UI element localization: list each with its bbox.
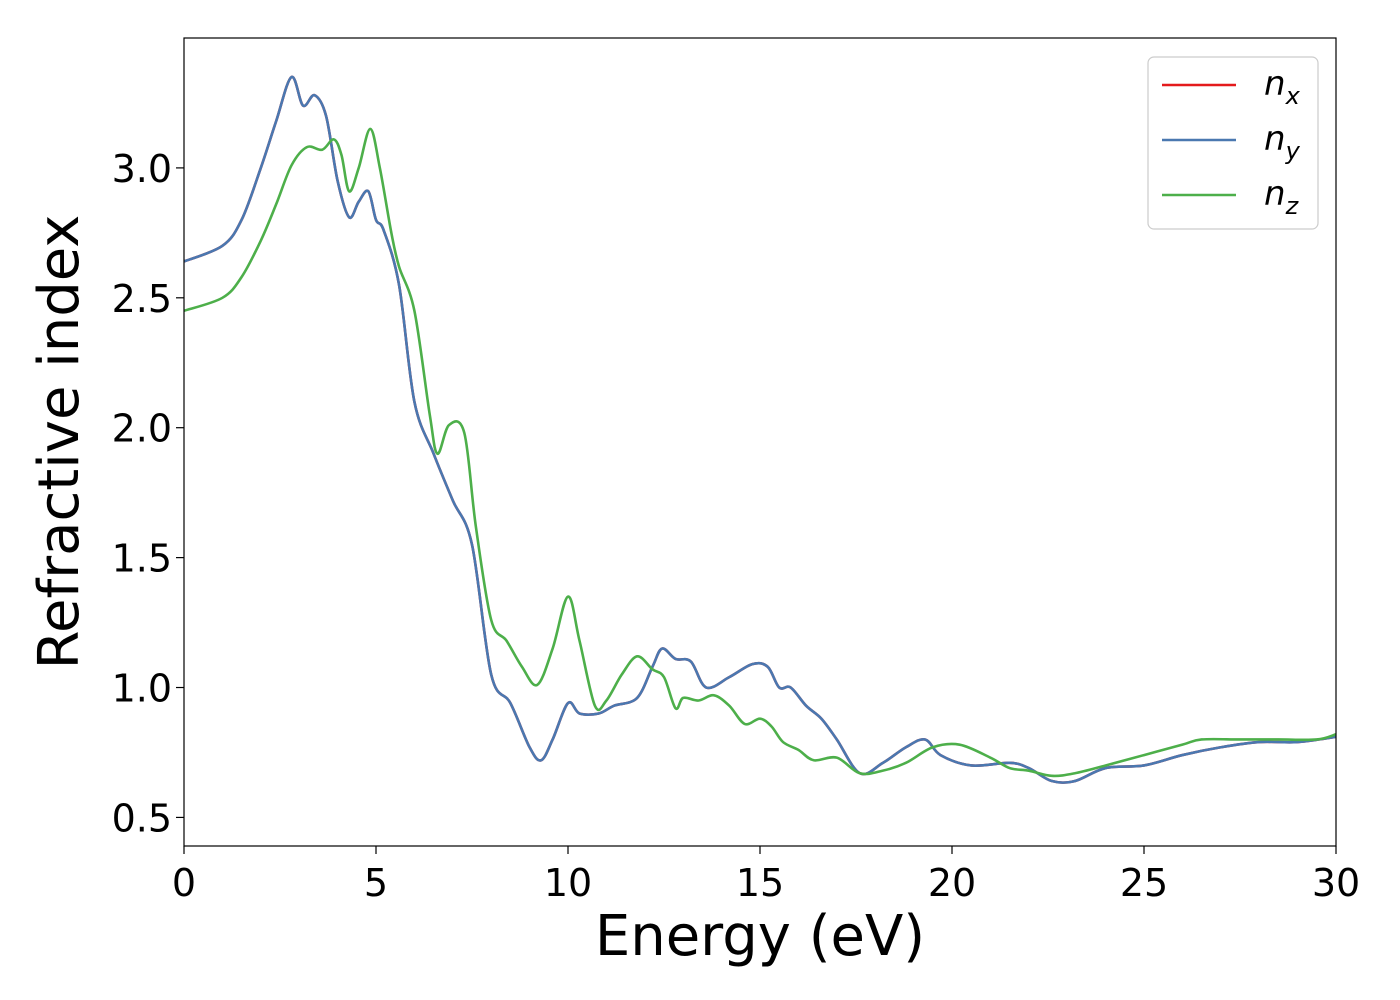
legend-label-main: n [1264, 174, 1286, 214]
legend-label-n-z: nz [1264, 174, 1300, 220]
x-tick-label: 20 [928, 861, 976, 905]
legend-box [1147, 56, 1319, 230]
legend-label-sub: z [1285, 192, 1300, 220]
legend-label-sub: y [1285, 137, 1301, 165]
y-axis-ticks: 0.5 1.0 1.5 2.0 2.5 3.0 [112, 147, 184, 840]
series-line-n-y [183, 75, 1337, 784]
plot-background [184, 38, 1336, 846]
x-tick-label: 25 [1120, 861, 1168, 905]
x-tick-label: 10 [544, 861, 592, 905]
x-axis-label: Energy (eV) [595, 904, 925, 969]
x-tick-label: 30 [1312, 861, 1360, 905]
y-tick-label: 2.0 [112, 407, 172, 451]
series-layer [183, 75, 1337, 784]
legend-label-main: n [1264, 119, 1286, 159]
y-tick-label: 2.5 [112, 277, 172, 321]
legend-label-main: n [1264, 64, 1286, 104]
y-tick-label: 0.5 [112, 796, 172, 840]
x-tick-label: 5 [364, 861, 388, 905]
y-tick-label: 1.5 [112, 537, 172, 581]
y-axis-label: Refractive index [27, 215, 92, 670]
legend-label-sub: x [1285, 82, 1301, 110]
legend-label-n-y: ny [1264, 119, 1301, 165]
y-tick-label: 3.0 [112, 147, 172, 191]
series-line-n-z [183, 127, 1337, 778]
x-axis-ticks: 0 5 10 15 20 25 30 [172, 846, 1360, 905]
legend-label-n-x: nx [1264, 64, 1301, 110]
x-tick-label: 0 [172, 861, 196, 905]
x-tick-label: 15 [736, 861, 784, 905]
y-tick-label: 1.0 [112, 667, 172, 711]
